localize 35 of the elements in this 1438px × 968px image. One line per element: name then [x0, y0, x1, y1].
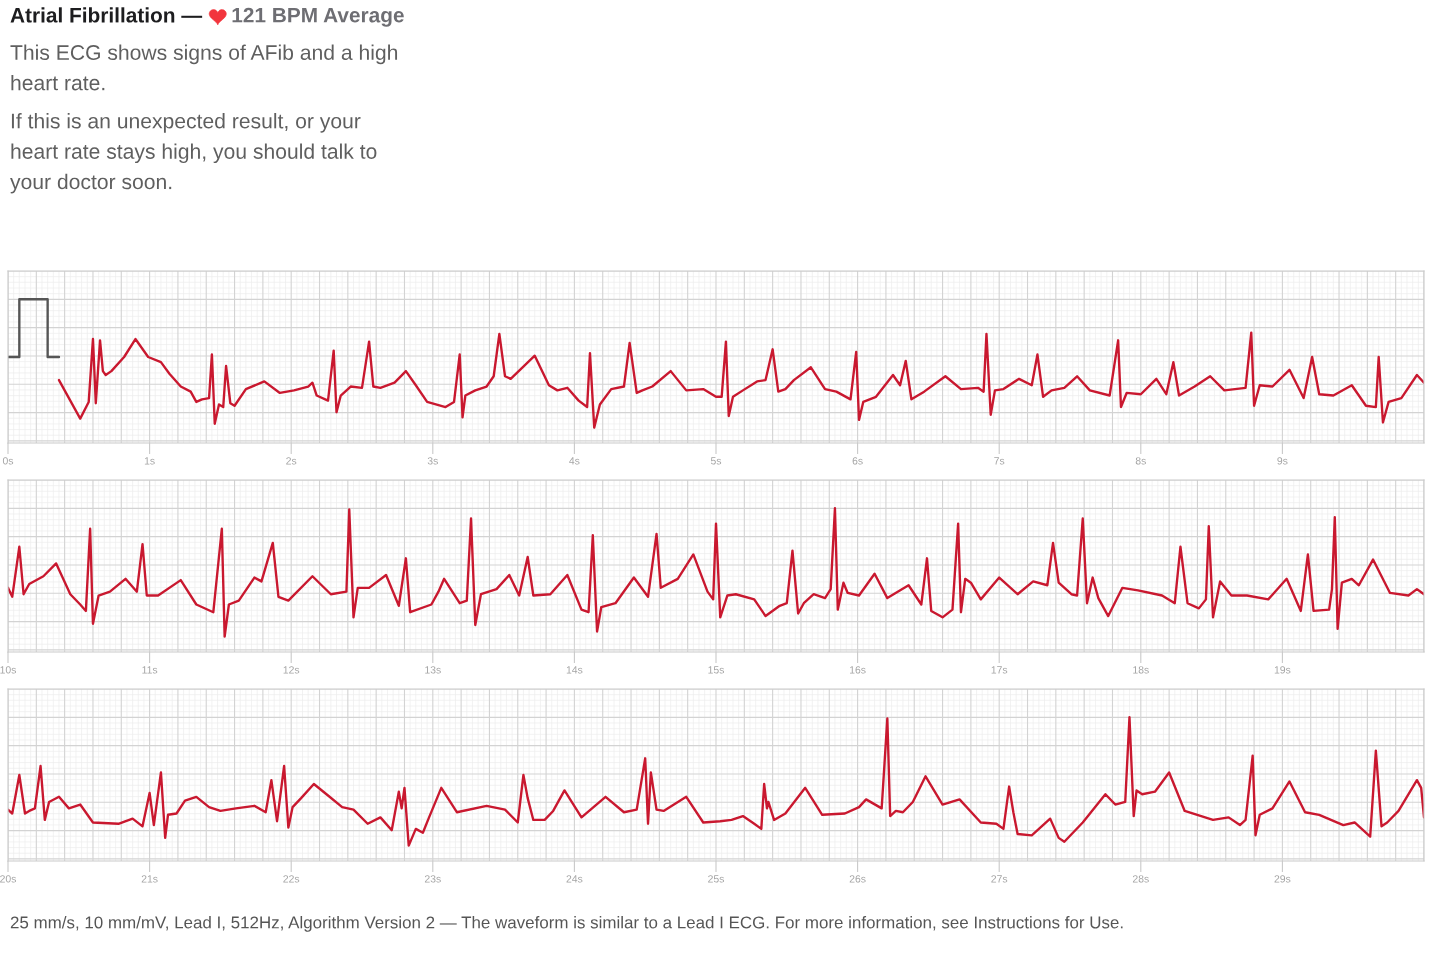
x-tick-label: 23s — [424, 875, 441, 883]
x-tick-label: 11s — [142, 666, 158, 674]
x-tick-label: 9s — [1277, 457, 1288, 465]
x-tick-label: 6s — [852, 457, 863, 465]
chart-title: Atrial Fibrillation — — [10, 7, 203, 23]
x-tick-label: 29s — [1274, 875, 1291, 883]
x-tick-label: 17s — [991, 666, 1008, 674]
x-tick-label: 28s — [1132, 875, 1149, 883]
chart-subtitle: 121 BPM Average — [232, 7, 404, 27]
x-tick-label: 21s — [141, 875, 158, 883]
text: If this is an unexpected result, or your heart rate stays high, you should talk to your doctor soon. — [10, 113, 377, 194]
x-tick-label: 14s — [566, 666, 583, 674]
text: This ECG shows signs of AFib and a high heart rate. — [10, 44, 398, 91]
x-tick-label: 5s — [710, 457, 722, 465]
x-tick-label: 10s — [0, 666, 17, 674]
x-tick-label: 8s — [1135, 457, 1146, 465]
x-tick-label: 12s — [283, 666, 300, 674]
x-tick-label: 24s — [566, 875, 583, 883]
x-tick-label: 13s — [425, 666, 441, 674]
x-tick-label: 25s — [708, 875, 725, 883]
x-tick-label: 3s — [427, 457, 438, 465]
x-tick-label: 2s — [286, 457, 297, 465]
x-tick-label: 1s — [144, 457, 155, 465]
x-tick-label: 4s — [569, 457, 580, 465]
x-tick-label: 27s — [991, 875, 1008, 883]
x-tick-label: 20s — [0, 875, 17, 883]
x-tick-label: 19s — [1274, 666, 1291, 674]
x-tick-label: 0s — [2, 457, 14, 465]
x-tick-label: 26s — [849, 875, 866, 883]
x-tick-label: 16s — [850, 666, 866, 674]
x-tick-label: 18s — [1133, 666, 1149, 674]
x-tick-label: 7s — [994, 457, 1005, 465]
x-tick-label: 22s — [283, 875, 300, 883]
text: 25 mm/s, 10 mm/mV, Lead I, 512Hz, Algorithm Version 2 — The waveform is similar to a Lead I ECG. For more information, see Instructions for Use. — [10, 916, 1123, 932]
x-tick-label: 15s — [708, 666, 725, 674]
